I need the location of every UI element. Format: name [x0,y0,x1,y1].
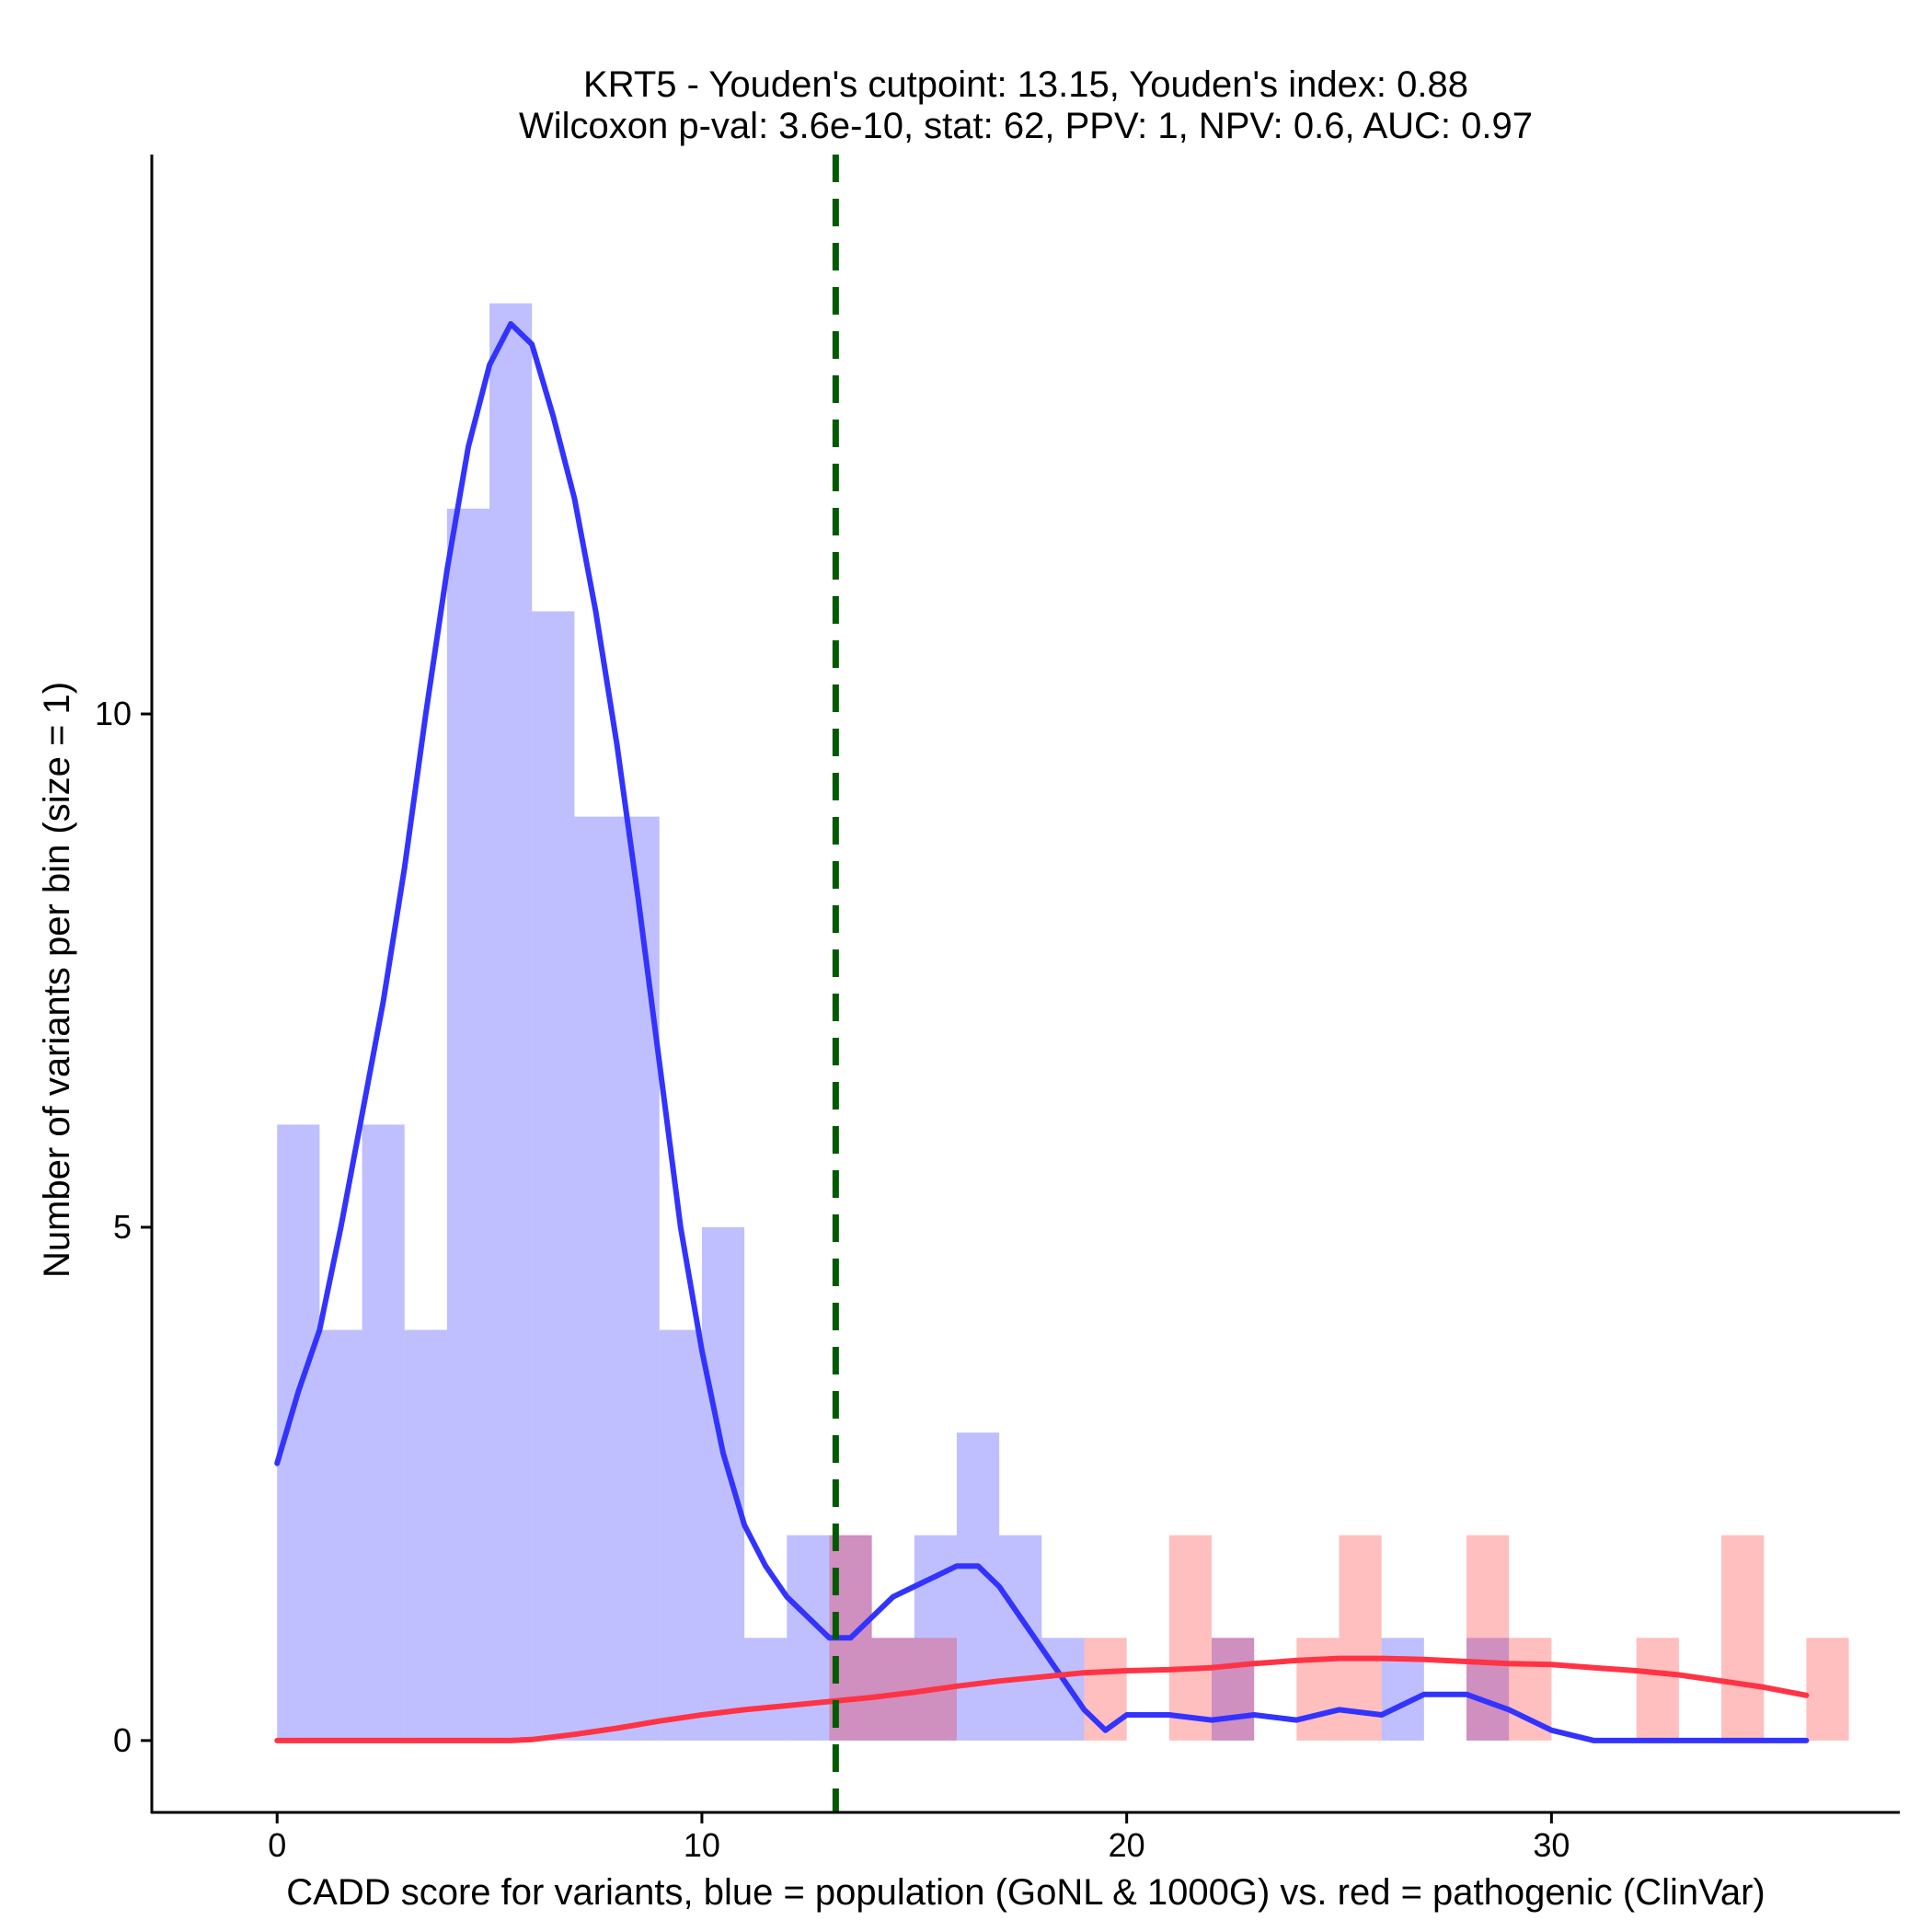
population-bar [1212,1638,1255,1741]
pathogenic-bar [1296,1638,1340,1741]
pathogenic-bar [1806,1638,1849,1741]
x-axis-label: CADD score for variants, blue = populati… [286,1872,1765,1913]
population-bar [362,1124,405,1741]
pathogenic-bar [871,1638,914,1741]
y-axis-label: Number of variants per bin (size = 1) [37,682,77,1278]
population-bar [404,1329,447,1741]
population-bars [277,303,1510,1741]
y-tick-label: 0 [113,1721,132,1759]
pathogenic-density-curve [274,1655,1810,1743]
population-density-curve [274,321,1810,1743]
x-tick-label: 0 [268,1826,286,1864]
population-bar [616,816,660,1741]
axes: 0 10 20 30 0 5 10 [95,155,1900,1864]
population-bar [446,508,490,1741]
population-bar [701,1226,745,1741]
population-bar [532,611,575,1741]
population-bar [1466,1638,1510,1741]
pathogenic-bar [1509,1638,1552,1741]
pathogenic-bar [1636,1638,1679,1741]
population-bar [871,1638,914,1741]
population-bar [956,1432,1000,1741]
x-tick-label: 20 [1109,1826,1145,1864]
density-curves [274,321,1810,1743]
chart-subtitle: Wilcoxon p-val: 3.6e-10, stat: 62, PPV: … [519,106,1533,146]
pathogenic-bar [1212,1638,1255,1741]
pathogenic-bar [1168,1535,1213,1741]
pathogenic-bar [1084,1638,1127,1741]
population-bar [489,303,533,1741]
y-tick-label: 10 [95,695,132,732]
population-bar [744,1638,788,1741]
population-bar [574,816,617,1741]
chart-title: KRT5 - Youden's cutpoint: 13.15, Youden'… [583,64,1468,105]
population-bar [659,1329,702,1741]
x-tick-label: 30 [1533,1826,1570,1864]
population-bar [319,1329,362,1741]
population-bar [787,1535,830,1741]
population-bar [1381,1638,1424,1741]
pathogenic-bar [1339,1535,1382,1741]
y-tick-label: 5 [113,1208,132,1246]
x-tick-label: 10 [684,1826,720,1864]
pathogenic-bar [1721,1535,1765,1741]
